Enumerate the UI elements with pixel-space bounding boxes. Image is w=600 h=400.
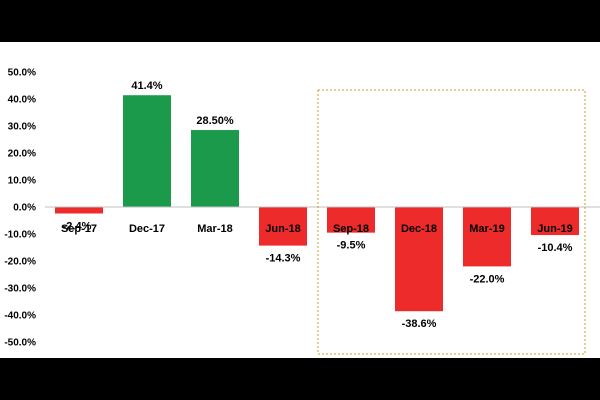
data-label: -2.4% bbox=[63, 220, 92, 232]
bar-sep-18 bbox=[327, 207, 375, 233]
category-labels: Sep-17 Dec-17 Mar-18 Jun-18 Sep-18 Dec-18 Mar-… bbox=[61, 223, 573, 235]
category-label: Dec-18 bbox=[401, 223, 437, 235]
bar-mar-18 bbox=[191, 130, 239, 207]
bar-chart: 50.0% 40.0% 30.0% 20.0% 10.0% 0.0% -10.0% -20.0… bbox=[4, 68, 600, 355]
y-axis-ticks: 50.0% 40.0% 30.0% 20.0% 10.0% 0.0% -10.0% -20.0… bbox=[4, 68, 36, 349]
data-label: 41.4% bbox=[131, 80, 162, 92]
y-tick-label: -30.0% bbox=[4, 284, 36, 295]
y-tick-label: 40.0% bbox=[8, 95, 36, 106]
category-label: Jun-19 bbox=[537, 223, 572, 235]
y-tick-label: -10.0% bbox=[4, 230, 36, 241]
bar-dec-18 bbox=[395, 207, 443, 312]
highlight-box bbox=[317, 89, 586, 355]
y-tick-label: 50.0% bbox=[8, 68, 36, 79]
y-tick-label: 10.0% bbox=[8, 176, 36, 187]
y-tick-label: -50.0% bbox=[4, 338, 36, 349]
bar-jun-18 bbox=[259, 207, 307, 246]
category-label: Dec-17 bbox=[129, 223, 165, 235]
data-label: -10.4% bbox=[538, 242, 573, 254]
bar-dec-17 bbox=[123, 95, 171, 207]
data-label: -38.6% bbox=[402, 318, 437, 330]
value-labels: -2.4% 41.4% 28.50% -14.3% -9.5% -38.6% -22.0% -… bbox=[63, 80, 573, 330]
category-label: Sep-18 bbox=[333, 223, 369, 235]
data-label: -14.3% bbox=[266, 253, 301, 265]
category-label: Mar-19 bbox=[469, 223, 504, 235]
y-tick-label: -20.0% bbox=[4, 257, 36, 268]
y-tick-label: 0.0% bbox=[13, 203, 36, 214]
category-label: Sep-17 bbox=[61, 223, 97, 235]
data-label: -22.0% bbox=[470, 273, 505, 285]
data-label: 28.50% bbox=[196, 115, 234, 127]
y-tick-label: -40.0% bbox=[4, 311, 36, 322]
y-tick-label: 20.0% bbox=[8, 149, 36, 160]
bar-jun-19 bbox=[531, 207, 579, 236]
category-label: Jun-18 bbox=[265, 223, 300, 235]
bar-sep-17 bbox=[55, 207, 103, 214]
bar-mar-19 bbox=[463, 207, 511, 267]
y-tick-label: 30.0% bbox=[8, 122, 36, 133]
bars bbox=[55, 95, 579, 312]
category-label: Mar-18 bbox=[197, 223, 232, 235]
chart-frame: 50.0% 40.0% 30.0% 20.0% 10.0% 0.0% -10.0% -20.0… bbox=[0, 42, 600, 358]
data-label: -9.5% bbox=[337, 240, 366, 252]
